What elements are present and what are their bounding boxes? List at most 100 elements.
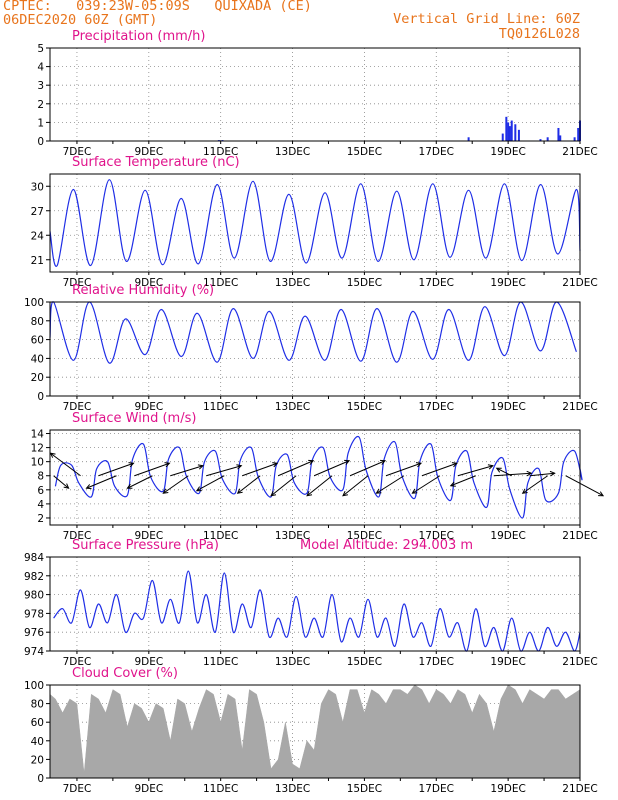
- x-tick-label: 9DEC: [134, 530, 163, 542]
- y-tick-label: 980: [24, 590, 44, 602]
- wind-vector-head: [495, 467, 502, 473]
- panel-subtitle: Model Altitude: 294.003 m: [300, 538, 473, 553]
- x-tick-label: 21DEC: [562, 277, 597, 289]
- precip-bar: [508, 126, 511, 141]
- wind-vector-head: [521, 488, 528, 494]
- precip-bar: [514, 124, 517, 141]
- panel-title: Surface Pressure (hPa): [72, 538, 219, 553]
- wind-vector: [529, 472, 555, 477]
- precip-bar: [546, 137, 549, 141]
- panel-frame: [49, 47, 581, 142]
- y-tick-label: 20: [31, 372, 44, 384]
- series-line: [54, 435, 583, 519]
- wind-vector: [206, 465, 242, 477]
- wind-vector-head: [526, 470, 533, 477]
- wind-vector-head: [236, 464, 243, 470]
- wind-vector: [412, 475, 441, 494]
- wind-vector: [127, 475, 153, 489]
- header-model-code: TQ0126L028: [498, 26, 580, 42]
- wind-vector-head: [162, 488, 169, 494]
- y-tick-label: 2: [37, 513, 44, 525]
- x-tick-label: 7DEC: [63, 401, 92, 413]
- wind-vector-head: [451, 462, 458, 468]
- wind-vector-head: [306, 490, 313, 497]
- wind-vector: [496, 467, 512, 477]
- x-tick-label: 11DEC: [203, 656, 238, 668]
- panel-title: Precipitation (mm/h): [72, 29, 205, 44]
- precip-bar: [559, 135, 562, 141]
- x-tick-label: 9DEC: [134, 277, 163, 289]
- x-tick-label: 21DEC: [562, 146, 597, 158]
- y-tick-label: 2: [37, 99, 44, 111]
- x-tick-label: 17DEC: [419, 783, 454, 795]
- x-tick-label: 19DEC: [490, 401, 525, 413]
- y-tick-label: 80: [31, 699, 44, 711]
- y-tick-label: 0: [37, 391, 44, 403]
- y-tick-label: 60: [31, 717, 44, 729]
- wind-vector-head: [549, 470, 556, 477]
- series-line: [49, 301, 577, 364]
- wind-vector: [522, 475, 548, 494]
- x-tick-label: 13DEC: [275, 277, 310, 289]
- panel-0: Precipitation (mm/h) 0 1 2 3 4 5 7DEC 9DEC 11DEC 1…: [37, 29, 597, 158]
- wind-vector: [53, 475, 69, 489]
- x-tick-label: 17DEC: [419, 146, 454, 158]
- wind-vector-head: [236, 488, 243, 494]
- x-tick-label: 15DEC: [347, 146, 382, 158]
- panel-title: Relative Humidity (%): [72, 283, 214, 298]
- wind-vector-head: [379, 459, 387, 465]
- wind-vector-head: [598, 491, 605, 497]
- x-tick-label: 15DEC: [347, 401, 382, 413]
- wind-vector-head: [375, 488, 382, 494]
- y-tick-label: 976: [24, 627, 44, 639]
- x-tick-label: 11DEC: [203, 146, 238, 158]
- x-tick-label: 19DEC: [490, 530, 525, 542]
- y-tick-label: 14: [31, 429, 45, 441]
- precip-bar: [539, 139, 542, 141]
- wind-vector-head: [128, 462, 135, 468]
- wind-vector-head: [411, 488, 418, 494]
- x-tick-label: 13DEC: [275, 146, 310, 158]
- panel-frame: [49, 429, 581, 526]
- panel-4: Surface Pressure (hPa) Model Altitude: 29…: [24, 538, 598, 668]
- wind-vector: [457, 465, 493, 477]
- wind-vector-head: [63, 483, 70, 489]
- panel-5: Cloud Cover (%) 0 20 40 60 80 100 7DEC 9DEC 11DEC…: [24, 666, 598, 795]
- wind-vector: [270, 475, 297, 497]
- wind-vector: [421, 462, 458, 477]
- y-tick-label: 10: [31, 457, 44, 469]
- x-tick-label: 9DEC: [134, 401, 163, 413]
- x-tick-label: 19DEC: [490, 146, 525, 158]
- cloud-area: [49, 684, 581, 779]
- wind-vector: [237, 475, 261, 494]
- header-grid-line: Vertical Grid Line: 60Z: [393, 11, 580, 27]
- wind-vector: [134, 462, 170, 477]
- wind-vector-head: [415, 462, 423, 468]
- panel-title: Surface Wind (m/s): [72, 411, 196, 426]
- precip-bar: [557, 127, 560, 141]
- y-tick-label: 982: [24, 571, 44, 583]
- x-tick-label: 19DEC: [490, 783, 525, 795]
- y-tick-label: 100: [24, 297, 44, 309]
- x-tick-label: 11DEC: [203, 530, 238, 542]
- wind-vector: [277, 460, 314, 477]
- y-tick-label: 100: [24, 680, 44, 692]
- y-tick-label: 40: [31, 736, 44, 748]
- panel-frame: [49, 301, 581, 397]
- x-tick-label: 13DEC: [275, 783, 310, 795]
- wind-vector: [565, 475, 604, 497]
- wind-vector: [493, 472, 532, 477]
- wind-vector-head: [344, 459, 351, 465]
- x-tick-label: 11DEC: [203, 401, 238, 413]
- wind-vector: [163, 475, 189, 494]
- x-tick-label: 21DEC: [562, 783, 597, 795]
- y-tick-label: 984: [24, 552, 44, 564]
- precip-bar: [501, 133, 504, 141]
- wind-vector-head: [487, 464, 494, 470]
- wind-vector: [450, 475, 476, 487]
- wind-vector: [98, 462, 134, 477]
- wind-vector-head: [85, 484, 92, 490]
- y-tick-label: 3: [37, 80, 44, 92]
- precip-bar: [577, 127, 580, 141]
- y-tick-label: 27: [31, 206, 44, 218]
